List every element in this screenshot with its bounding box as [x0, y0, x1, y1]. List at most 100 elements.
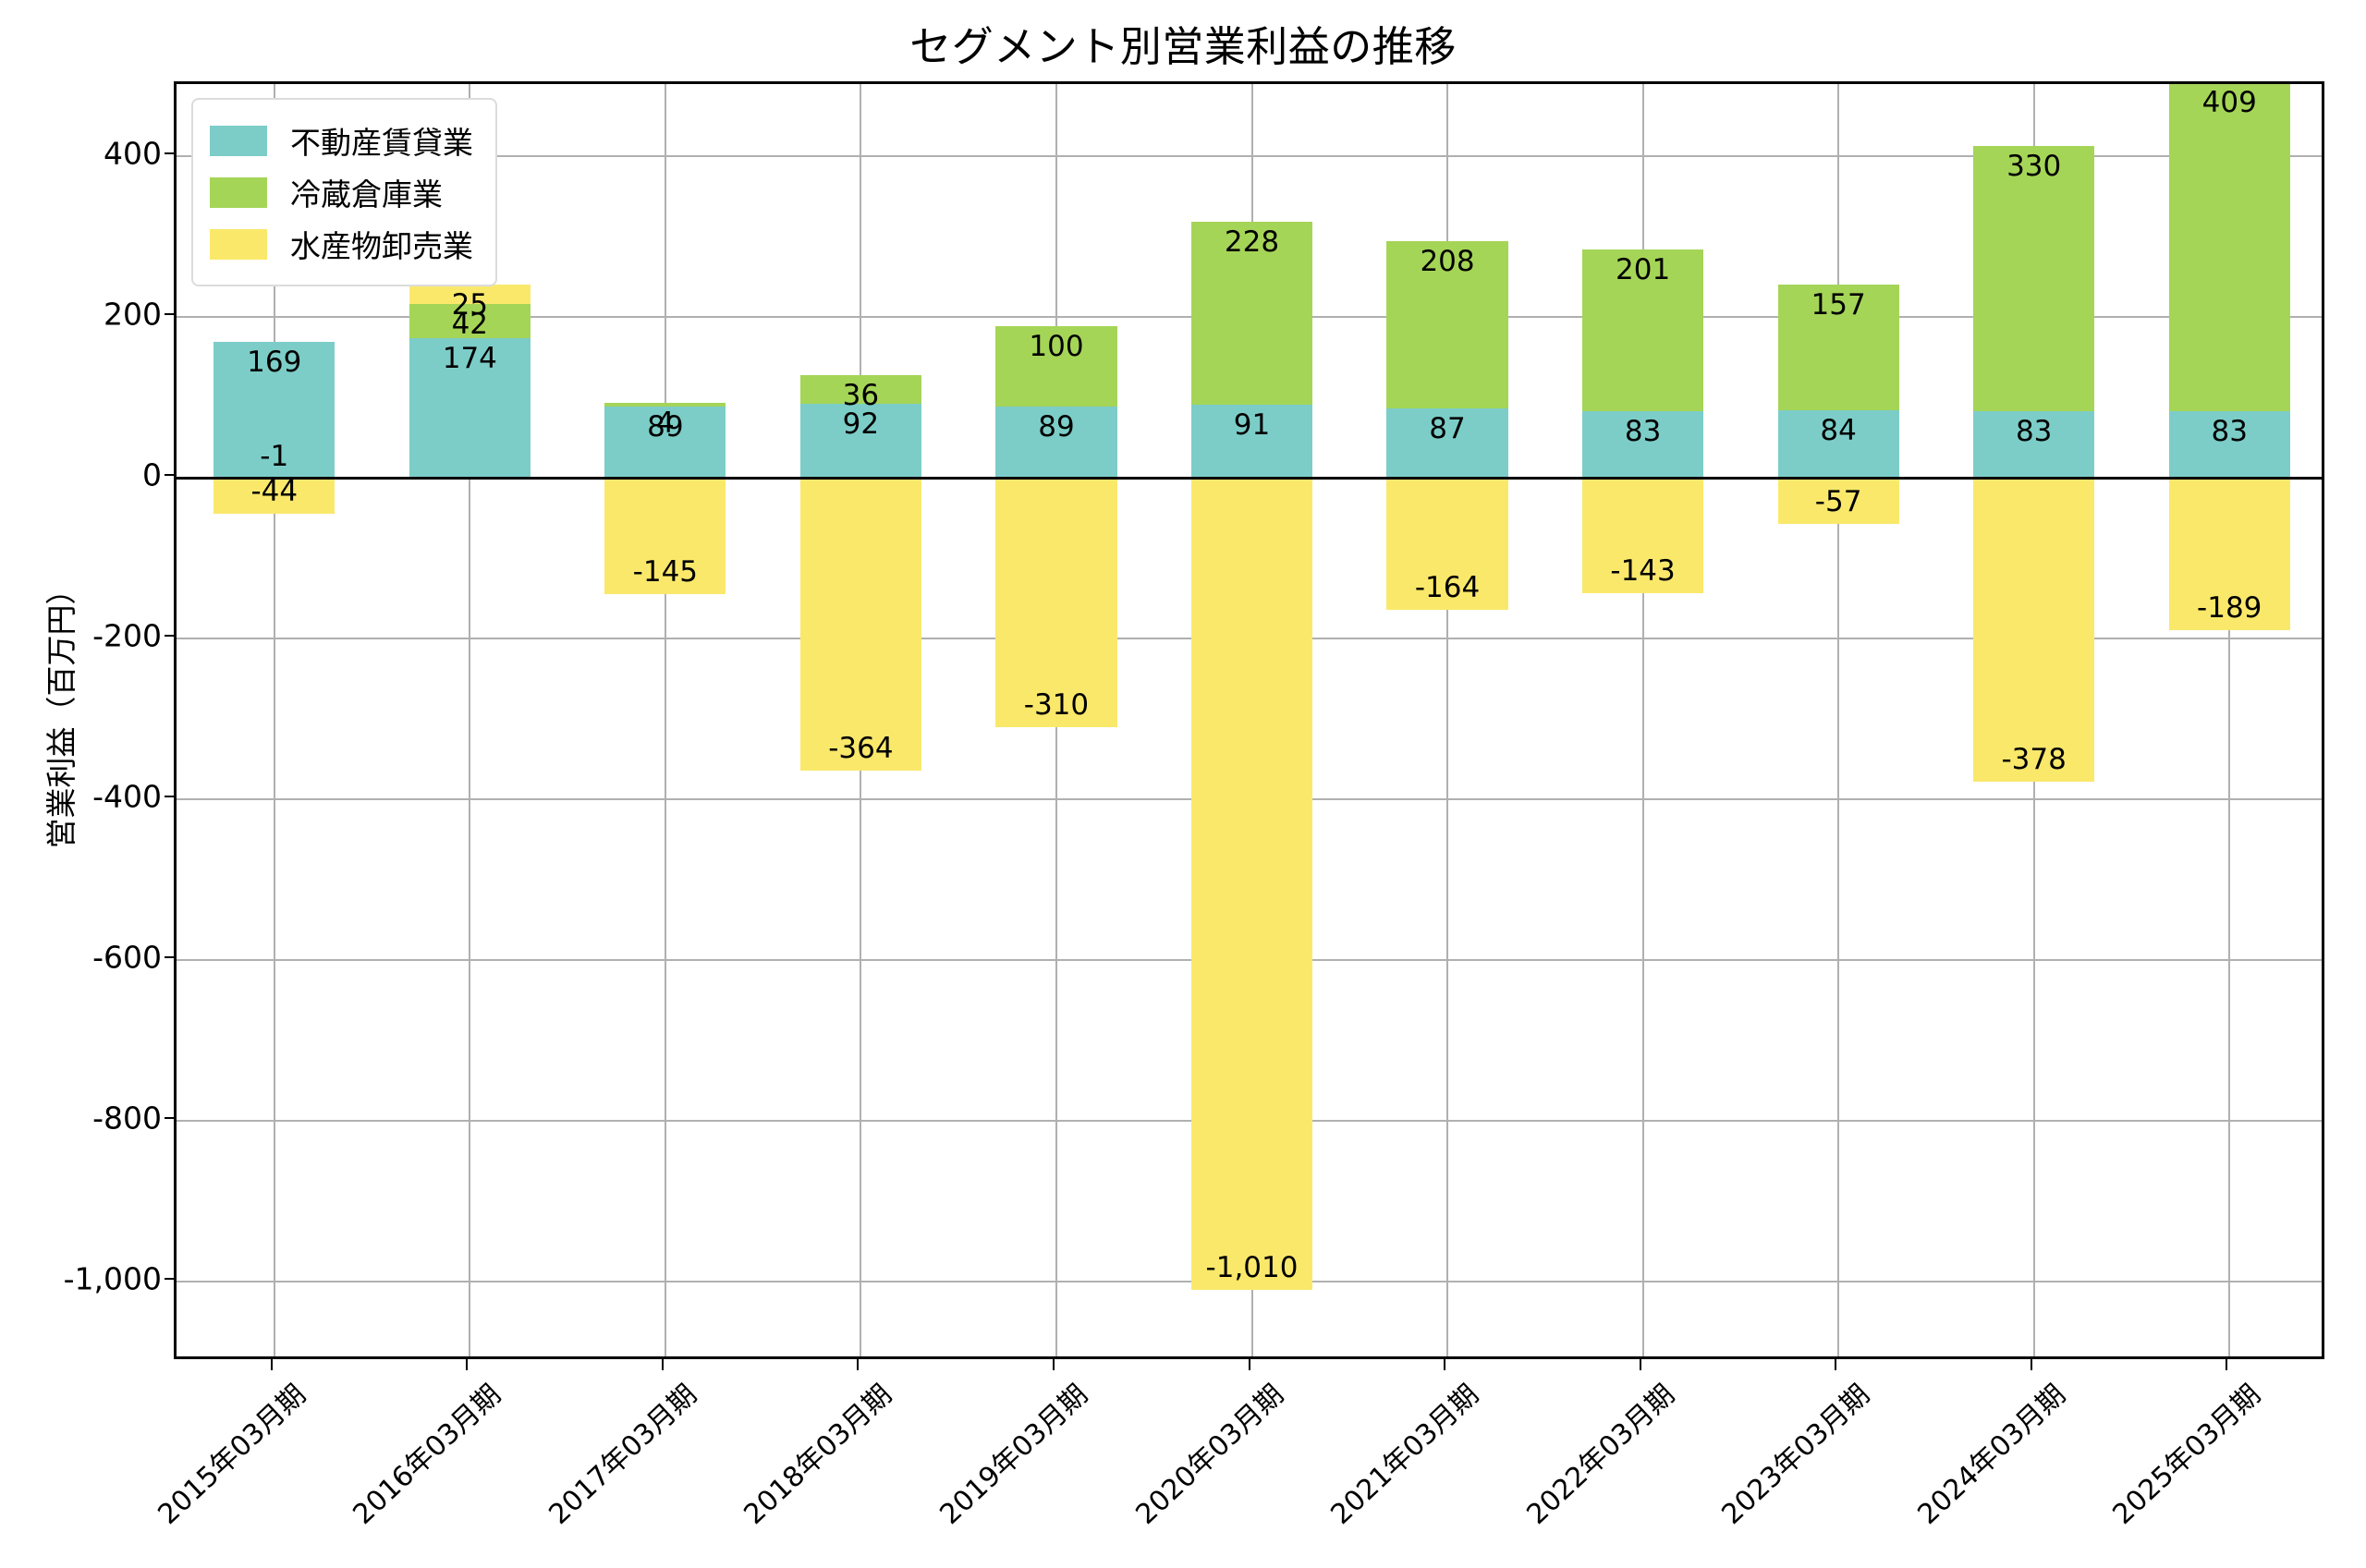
bar-value-label: 208	[1420, 244, 1475, 278]
x-tick-mark	[1444, 1359, 1446, 1370]
gridline-vertical	[2228, 84, 2231, 1356]
y-tick-mark	[165, 474, 175, 477]
bar-segment-cold-storage	[604, 403, 726, 407]
bar-value-label: 84	[1820, 414, 1857, 448]
bar-segment-seafood-wholesale	[799, 478, 921, 771]
y-tick-mark	[165, 152, 175, 155]
bar-value-label: 4	[655, 407, 675, 441]
x-tick-mark	[661, 1359, 664, 1370]
bar-segment-real-estate	[995, 406, 1117, 479]
bar-value-label: 409	[2201, 86, 2257, 120]
bar-segment-real-estate	[1777, 410, 1899, 479]
x-tick-label: 2018年03月期	[738, 1378, 899, 1532]
bar-segment-cold-storage	[1190, 221, 1313, 406]
bar-segment-cold-storage	[1973, 145, 2095, 411]
x-tick-label: 2023年03月期	[1715, 1378, 1877, 1532]
y-tick-label: -1,000	[63, 1260, 162, 1297]
x-tick-mark	[1248, 1359, 1250, 1370]
bar-value-label: 83	[2211, 415, 2248, 448]
bar-segment-real-estate	[2168, 411, 2290, 479]
legend-item[interactable]: 水産物卸売業	[210, 218, 473, 270]
gridline-vertical	[273, 84, 275, 1356]
gridline-vertical	[664, 84, 666, 1356]
legend-item[interactable]: 冷蔵倉庫業	[210, 166, 473, 218]
bar-value-label: -57	[1814, 484, 1862, 518]
bar-value-label: -145	[632, 555, 699, 590]
bar-segment-cold-storage	[1582, 249, 1704, 411]
x-tick-mark	[1639, 1359, 1641, 1370]
bar-value-label: -310	[1023, 687, 1090, 722]
bar-segment-seafood-wholesale	[409, 284, 531, 305]
bar-segment-cold-storage	[799, 374, 921, 405]
y-tick-mark	[165, 1278, 175, 1281]
bar-segment-cold-storage	[2168, 84, 2290, 412]
legend-color-swatch-icon	[210, 228, 267, 260]
y-tick-label: -200	[92, 617, 162, 654]
bar-value-label: -44	[250, 475, 299, 509]
legend-item-label: 冷蔵倉庫業	[290, 176, 443, 213]
bar-segment-cold-storage	[995, 325, 1117, 407]
bar-value-label: -1	[260, 440, 289, 474]
bar-value-label: -143	[1610, 553, 1676, 588]
bar-value-label: 174	[442, 341, 497, 375]
bar-segment-seafood-wholesale	[995, 478, 1117, 727]
x-tick-mark	[2030, 1359, 2032, 1370]
legend-item[interactable]: 不動産賃貸業	[210, 115, 473, 166]
bar-value-label: 42	[451, 308, 489, 342]
bar-value-label: 89	[647, 409, 684, 444]
bar-value-label: -164	[1414, 570, 1481, 604]
bar-value-label: -364	[828, 731, 894, 765]
bar-segment-real-estate	[1190, 405, 1313, 479]
bar-segment-seafood-wholesale	[1582, 478, 1704, 593]
bar-value-label: -189	[2197, 590, 2262, 625]
y-tick-label: 400	[104, 135, 162, 172]
bar-value-label: 330	[2006, 149, 2062, 183]
x-tick-label: 2024年03月期	[1911, 1378, 2072, 1532]
x-tick-mark	[1835, 1359, 1837, 1370]
bar-segment-seafood-wholesale	[2168, 478, 2290, 630]
bar-value-label: 25	[451, 287, 489, 322]
y-tick-mark	[165, 313, 175, 316]
y-tick-label: -600	[92, 939, 162, 976]
legend-item-label: 不動産賃貸業	[290, 125, 473, 161]
y-tick-label: 0	[142, 456, 162, 493]
bar-segment-seafood-wholesale	[213, 479, 335, 515]
bar-value-label: 169	[247, 346, 302, 380]
bar-value-label: 83	[2015, 415, 2053, 448]
bar-segment-seafood-wholesale	[1190, 478, 1313, 1290]
gridline-vertical	[1837, 84, 1840, 1356]
y-tick-mark	[165, 956, 175, 959]
bar-value-label: 87	[1429, 411, 1466, 445]
y-tick-label: -800	[92, 1100, 162, 1136]
y-tick-mark	[165, 635, 175, 638]
gridline-vertical	[469, 84, 471, 1356]
bar-segment-seafood-wholesale	[1386, 478, 1508, 610]
legend-color-swatch-icon	[210, 125, 267, 156]
zero-baseline	[177, 477, 2322, 480]
bar-segment-seafood-wholesale	[604, 478, 726, 595]
gridline-vertical	[1446, 84, 1449, 1356]
bar-value-label: 89	[1038, 409, 1075, 444]
bar-value-label: 91	[1233, 408, 1271, 443]
x-tick-label: 2022年03月期	[1520, 1378, 1681, 1532]
bar-segment-cold-storage	[409, 304, 531, 338]
chart-legend: 不動産賃貸業 冷蔵倉庫業水産物卸売業	[191, 98, 497, 286]
x-tick-label: 2017年03月期	[543, 1378, 703, 1532]
x-tick-mark	[466, 1359, 469, 1370]
plot-area: 169 -1 -44 174 42 25 89 4 -145 92 36 -364 89 100 -310 9…	[174, 81, 2324, 1359]
x-tick-label: 2020年03月期	[1128, 1378, 1290, 1532]
bar-segment-real-estate	[213, 342, 335, 479]
x-tick-label: 2025年03月期	[2106, 1378, 2268, 1532]
x-tick-label: 2019年03月期	[933, 1378, 1094, 1532]
bar-segment-real-estate	[1386, 407, 1508, 479]
bar-segment-cold-storage	[1386, 240, 1508, 408]
y-tick-label: -400	[92, 778, 162, 815]
bar-value-label: 157	[1811, 287, 1866, 322]
y-tick-mark	[165, 1117, 175, 1120]
bar-value-label: 92	[842, 407, 880, 442]
bar-value-label: 83	[1624, 415, 1662, 448]
y-tick-mark	[165, 796, 175, 798]
bar-segment-seafood-wholesale	[1973, 478, 2095, 782]
legend-color-swatch-icon	[210, 176, 267, 208]
